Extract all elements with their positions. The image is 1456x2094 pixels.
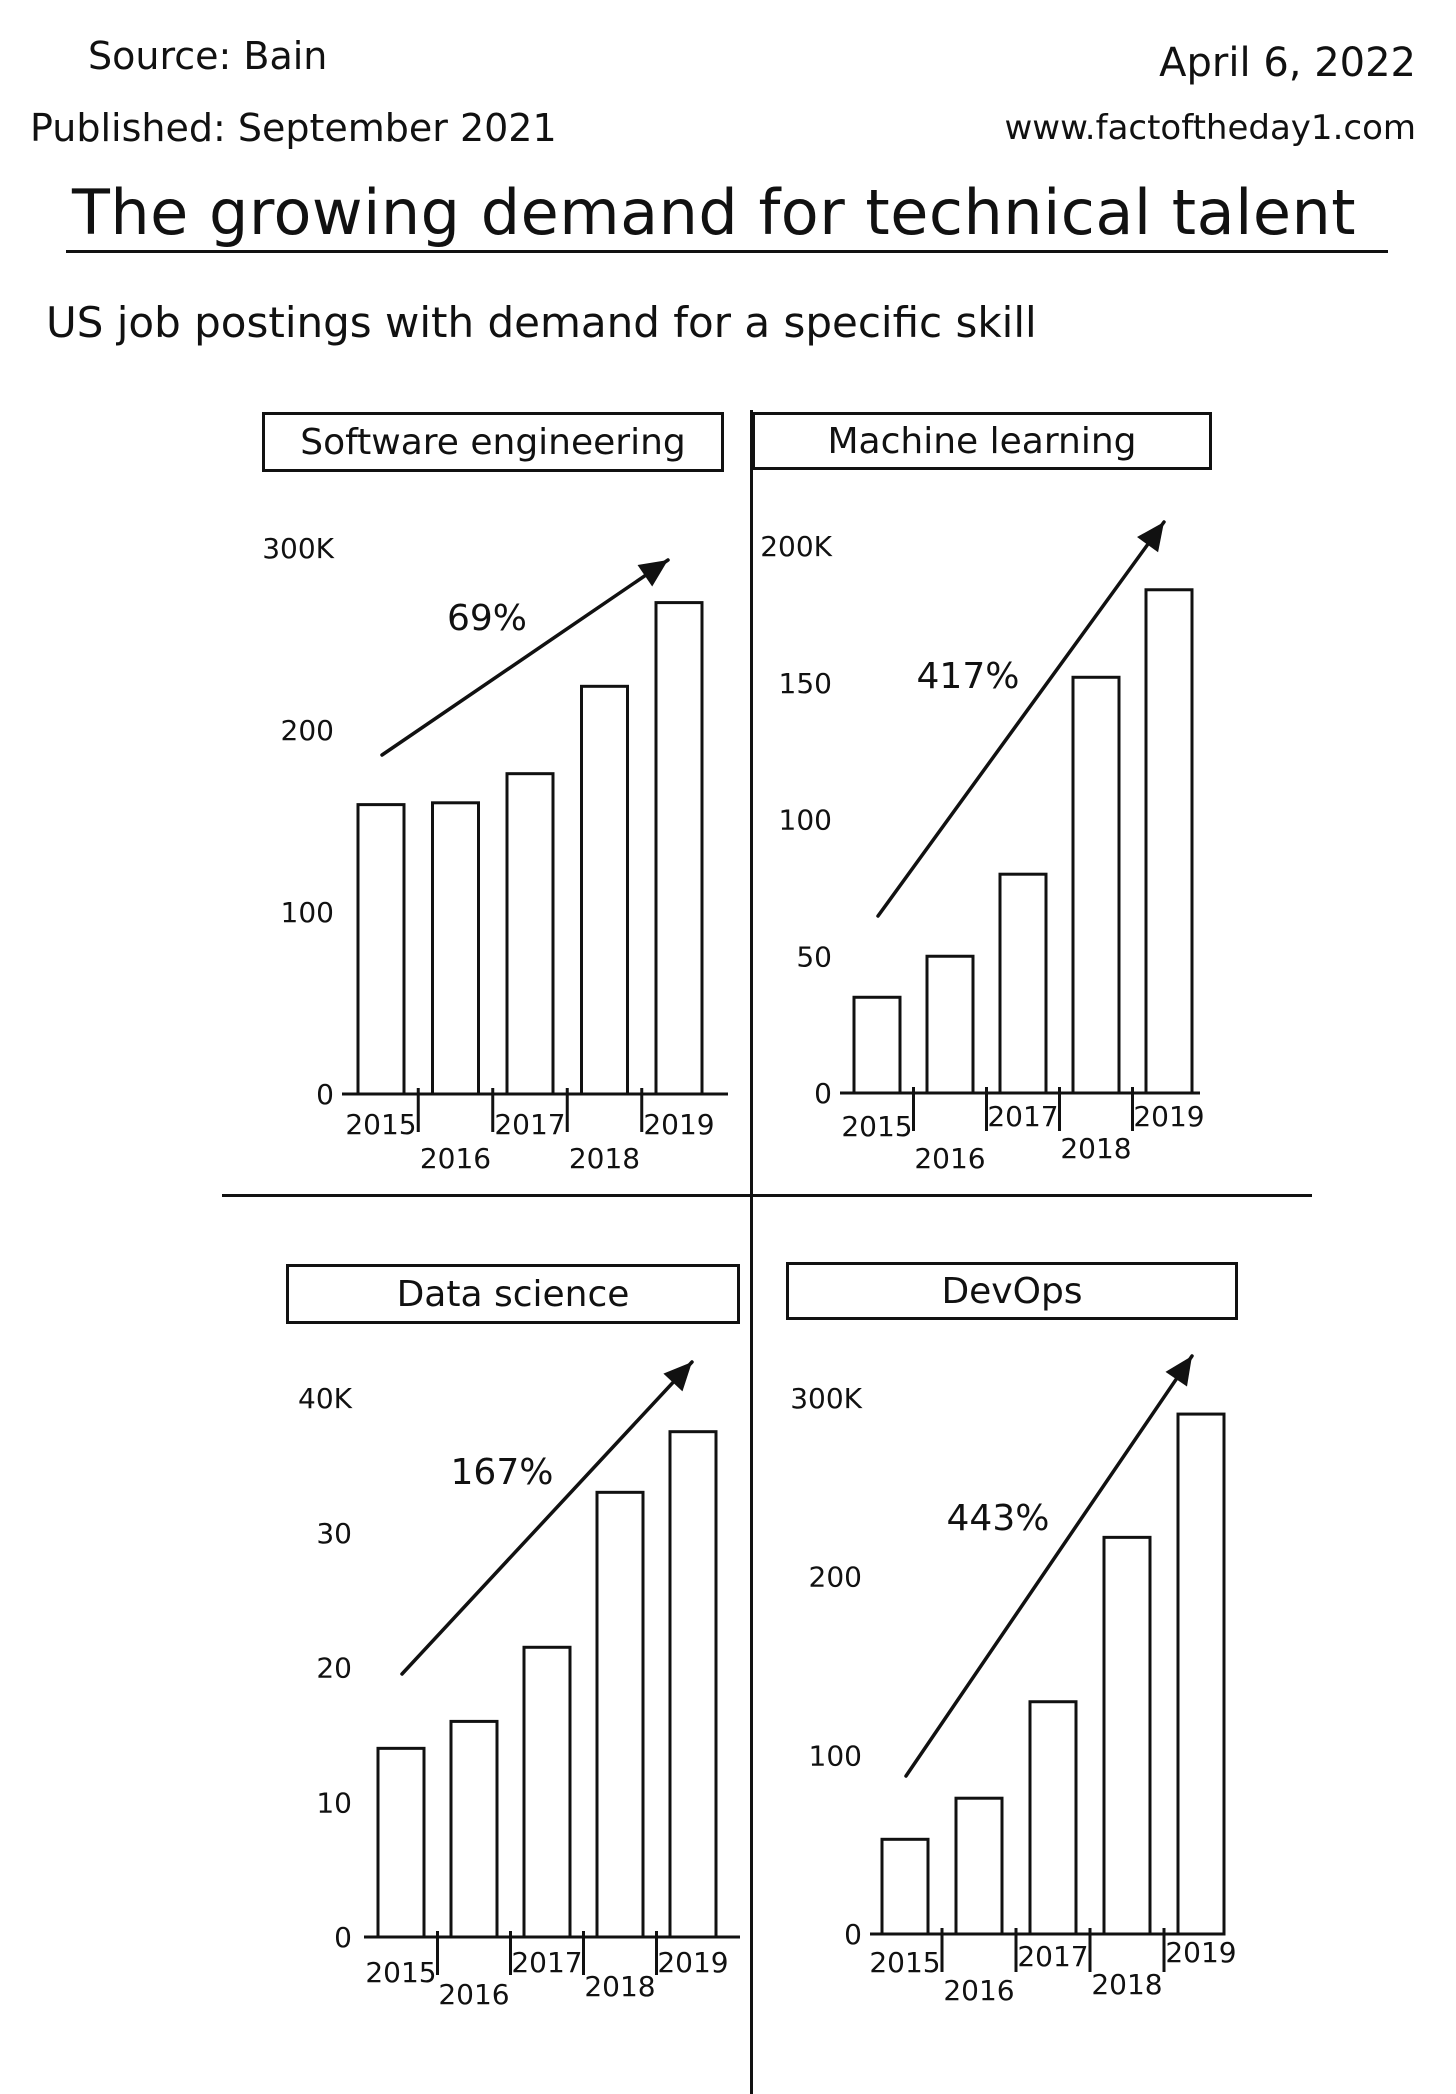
- trend-arrow-line: [904, 1354, 1194, 1778]
- bar-2015: [880, 1837, 930, 1936]
- bar-2019: [668, 1430, 718, 1939]
- published-label: Published: September 2021: [30, 106, 557, 150]
- bar-2016: [431, 801, 480, 1096]
- bar-2015: [852, 995, 902, 1095]
- x-tick-label-2019: 2019: [1165, 1936, 1236, 1969]
- x-tick-label-2019: 2019: [657, 1946, 728, 1979]
- bar-2017: [998, 872, 1048, 1095]
- trend-arrow-head: [637, 560, 668, 587]
- bar-2015: [356, 803, 406, 1096]
- trend-arrow-line: [400, 1360, 694, 1676]
- bar-2018: [1071, 675, 1121, 1095]
- page-subtitle: US job postings with demand for a specif…: [46, 298, 1037, 347]
- chart-title-box: Data science: [286, 1264, 740, 1324]
- horizontal-divider: [222, 1194, 1312, 1197]
- trend-arrow-line: [380, 558, 670, 757]
- y-tick-label: 150: [779, 667, 832, 700]
- bar-2019: [654, 601, 704, 1096]
- y-tick-label: 200: [809, 1561, 862, 1594]
- bar-2019: [1144, 588, 1194, 1095]
- x-tick-label-2018: 2018: [584, 1970, 655, 2003]
- y-tick-label: 100: [281, 896, 334, 929]
- x-tick-label-2015: 2015: [345, 1108, 416, 1141]
- date-label: April 6, 2022: [1159, 40, 1416, 86]
- page-title: The growing demand for technical talent: [72, 176, 1357, 249]
- y-tick-label: 0: [814, 1077, 832, 1110]
- x-tick-label-2017: 2017: [494, 1108, 565, 1141]
- trend-arrow-head: [663, 1362, 692, 1392]
- y-tick-label: 200: [281, 714, 334, 747]
- trend-arrow-line: [876, 520, 1166, 918]
- y-tick-label: 50: [796, 940, 832, 973]
- x-tick-label-2015: 2015: [365, 1956, 436, 1989]
- x-tick-label-2018: 2018: [569, 1142, 640, 1175]
- chart-title-box: DevOps: [786, 1262, 1238, 1320]
- bar-2017: [1028, 1700, 1078, 1936]
- x-tick-label-2015: 2015: [869, 1946, 940, 1979]
- y-tick-label: 40K: [298, 1382, 353, 1415]
- website-label: www.factoftheday1.com: [1004, 108, 1416, 148]
- y-tick-label: 300K: [790, 1382, 862, 1415]
- title-underline: [66, 250, 1388, 253]
- bar-2019: [1176, 1412, 1226, 1936]
- x-tick-label-2016: 2016: [914, 1142, 985, 1175]
- x-tick-label-2017: 2017: [1017, 1940, 1088, 1973]
- x-tick-label-2018: 2018: [1091, 1968, 1162, 2001]
- growth-annotation: 417%: [917, 656, 1020, 697]
- y-tick-label: 300K: [262, 532, 334, 565]
- x-tick-label-2017: 2017: [511, 1946, 582, 1979]
- x-tick-label-2019: 2019: [1133, 1100, 1204, 1133]
- growth-annotation: 167%: [451, 1452, 554, 1493]
- y-tick-label: 100: [779, 804, 832, 837]
- bar-2016: [954, 1796, 1004, 1936]
- bar-2018: [595, 1490, 645, 1939]
- growth-annotation: 69%: [447, 598, 527, 639]
- bar-2016: [925, 954, 975, 1095]
- x-tick-label-2016: 2016: [438, 1978, 509, 2011]
- x-tick-label-2017: 2017: [987, 1100, 1058, 1133]
- y-tick-label: 100: [809, 1739, 862, 1772]
- x-tick-label-2016: 2016: [420, 1142, 491, 1175]
- bar-2018: [1102, 1535, 1152, 1936]
- chart-title-box: Machine learning: [752, 412, 1212, 470]
- x-tick-label-2015: 2015: [841, 1110, 912, 1143]
- bar-2015: [376, 1746, 426, 1939]
- source-label: Source: Bain: [88, 34, 328, 78]
- y-tick-label: 0: [334, 1921, 352, 1954]
- x-tick-label-2018: 2018: [1060, 1132, 1131, 1165]
- bar-2018: [580, 684, 629, 1096]
- x-tick-label-2016: 2016: [943, 1974, 1014, 2007]
- bar-2016: [449, 1719, 499, 1939]
- x-tick-label-2019: 2019: [643, 1108, 714, 1141]
- y-tick-label: 20: [316, 1652, 352, 1685]
- bar-2017: [505, 772, 555, 1096]
- growth-annotation: 443%: [947, 1498, 1050, 1539]
- y-tick-label: 10: [316, 1786, 352, 1819]
- chart-title-box: Software engineering: [262, 412, 724, 472]
- vertical-divider: [750, 410, 753, 2094]
- y-tick-label: 0: [844, 1918, 862, 1951]
- bar-2017: [522, 1645, 572, 1939]
- trend-arrow-head: [1137, 522, 1164, 553]
- trend-arrow-head: [1165, 1356, 1192, 1387]
- y-tick-label: 200K: [760, 530, 832, 563]
- y-tick-label: 0: [316, 1078, 334, 1111]
- y-tick-label: 30: [316, 1517, 352, 1550]
